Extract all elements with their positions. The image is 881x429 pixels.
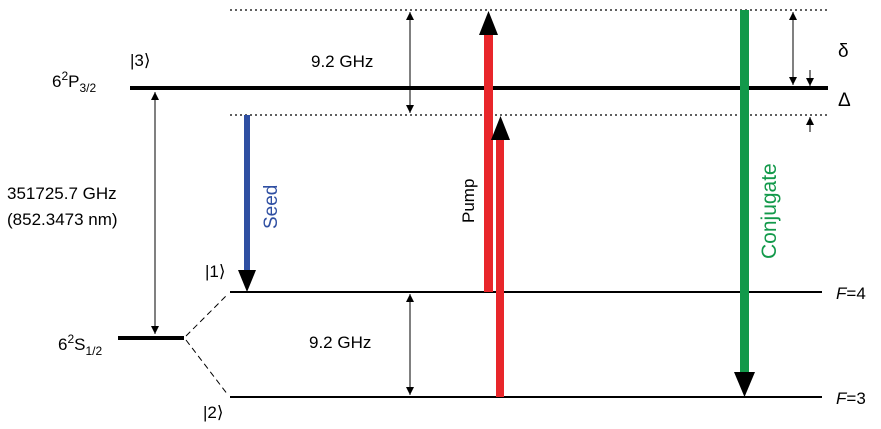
delta-large-label: Δ: [838, 90, 851, 111]
pump-beam-second: [491, 116, 510, 397]
upper-state-ket: |3⟩: [130, 51, 151, 70]
pump-beam-second-shaft: [496, 138, 504, 397]
f3-state-ket: |2⟩: [203, 403, 224, 422]
pump-label: Pump: [459, 179, 478, 223]
ground-splitting-label: 9.2 GHz: [309, 333, 371, 352]
seed-beam-head: [238, 270, 256, 292]
f4-label: F=4: [836, 284, 866, 303]
hyperfine-connector-upper: [185, 293, 229, 337]
upper-splitting-label: 9.2 GHz: [311, 52, 373, 71]
pump-beam-second-head: [491, 116, 510, 140]
f4-state-ket: |1⟩: [205, 262, 226, 281]
pump-beam-first-shaft: [484, 33, 493, 292]
seed-label: Seed: [261, 185, 282, 229]
ground-state-term: 62S1/2: [58, 332, 103, 358]
transition-frequency: 351725.7 GHz: [7, 184, 117, 203]
transition-wavelength: (852.3473 nm): [7, 210, 118, 229]
conjugate-beam-shaft: [740, 10, 749, 374]
conjugate-beam: [734, 10, 755, 397]
pump-beam-first: [479, 11, 498, 292]
conjugate-beam-head: [734, 372, 755, 397]
seed-beam: [238, 115, 256, 292]
hyperfine-connector-lower: [185, 339, 229, 396]
conjugate-label: Conjugate: [758, 163, 781, 259]
f3-label: F=3: [836, 389, 866, 408]
pump-beam-first-head: [479, 11, 498, 35]
upper-state-term: 62P3/2: [52, 69, 97, 95]
delta-small-label: δ: [838, 41, 849, 62]
seed-beam-shaft: [244, 115, 250, 272]
